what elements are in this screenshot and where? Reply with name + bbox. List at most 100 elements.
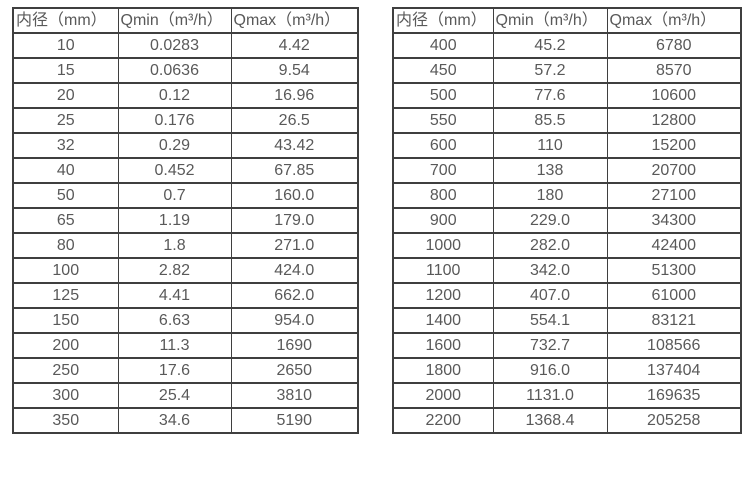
table-cell: 32 [12,132,119,159]
table-cell: 4.42 [230,32,359,59]
table-cell: 6.63 [117,307,232,334]
table-row: 50 0.7 160.0 [12,182,359,209]
table-cell: 67.85 [230,157,359,184]
column-header: 内径（mm） [12,7,119,34]
table-cell: 1600 [392,332,494,359]
table-row: 900 229.0 34300 [392,207,742,234]
table-cell: 916.0 [492,357,608,384]
table-cell: 662.0 [230,282,359,309]
table-row: 10 0.0283 4.42 [12,32,359,59]
table-cell: 300 [12,382,119,409]
table-cell: 25 [12,107,119,134]
table-cell: 250 [12,357,119,384]
table-cell: 500 [392,82,494,109]
table-cell: 0.12 [117,82,232,109]
table-row: 40 0.452 67.85 [12,157,359,184]
table-cell: 138 [492,157,608,184]
table-cell: 15200 [606,132,742,159]
header-row: 内径（mm） Qmin（m³/h） Qmax（m³/h） [12,7,359,34]
table-row: 350 34.6 5190 [12,407,359,434]
table-cell: 800 [392,182,494,209]
table-cell: 407.0 [492,282,608,309]
table-cell: 150 [12,307,119,334]
table-cell: 27100 [606,182,742,209]
table-cell: 732.7 [492,332,608,359]
table-row: 500 77.6 10600 [392,82,742,109]
table-cell: 40 [12,157,119,184]
table-cell: 8570 [606,57,742,84]
table-cell: 85.5 [492,107,608,134]
column-header: Qmin（m³/h） [117,7,232,34]
table-row: 250 17.6 2650 [12,357,359,384]
table-cell: 16.96 [230,82,359,109]
table-row: 700 138 20700 [392,157,742,184]
table-cell: 6780 [606,32,742,59]
table-cell: 11.3 [117,332,232,359]
table-cell: 80 [12,232,119,259]
table-row: 800 180 27100 [392,182,742,209]
table-cell: 554.1 [492,307,608,334]
table-row: 1200 407.0 61000 [392,282,742,309]
table-cell: 1.19 [117,207,232,234]
table-cell: 1200 [392,282,494,309]
flow-table-small-diameters: 内径（mm） Qmin（m³/h） Qmax（m³/h） 10 0.0283 4.42 15… [12,7,359,434]
table-cell: 0.176 [117,107,232,134]
table-cell: 271.0 [230,232,359,259]
table-cell: 2.82 [117,257,232,284]
table-cell: 51300 [606,257,742,284]
column-header: Qmax（m³/h） [606,7,742,34]
table-cell: 42400 [606,232,742,259]
table-cell: 1000 [392,232,494,259]
table-row: 1400 554.1 83121 [392,307,742,334]
table-cell: 5190 [230,407,359,434]
table-cell: 0.0283 [117,32,232,59]
table-cell: 1100 [392,257,494,284]
table-cell: 83121 [606,307,742,334]
table-row: 2000 1131.0 169635 [392,382,742,409]
table-row: 1800 916.0 137404 [392,357,742,384]
table-cell: 900 [392,207,494,234]
table-cell: 160.0 [230,182,359,209]
table-cell: 65 [12,207,119,234]
table-row: 550 85.5 12800 [392,107,742,134]
flow-table-large-diameters: 内径（mm） Qmin（m³/h） Qmax（m³/h） 400 45.2 6780 450… [392,7,742,434]
table-cell: 108566 [606,332,742,359]
table-cell: 954.0 [230,307,359,334]
table-cell: 10600 [606,82,742,109]
table-cell: 9.54 [230,57,359,84]
table-cell: 205258 [606,407,742,434]
table-cell: 1690 [230,332,359,359]
table-cell: 550 [392,107,494,134]
table-row: 100 2.82 424.0 [12,257,359,284]
table-row: 65 1.19 179.0 [12,207,359,234]
table-cell: 20700 [606,157,742,184]
table-row: 600 110 15200 [392,132,742,159]
table-cell: 1800 [392,357,494,384]
table-cell: 1131.0 [492,382,608,409]
table-row: 2200 1368.4 205258 [392,407,742,434]
table-cell: 400 [392,32,494,59]
table-row: 300 25.4 3810 [12,382,359,409]
table-cell: 45.2 [492,32,608,59]
table-cell: 180 [492,182,608,209]
table-cell: 4.41 [117,282,232,309]
table-cell: 34.6 [117,407,232,434]
table-cell: 100 [12,257,119,284]
table-row: 400 45.2 6780 [392,32,742,59]
table-cell: 34300 [606,207,742,234]
table-cell: 2200 [392,407,494,434]
table-cell: 342.0 [492,257,608,284]
table-cell: 600 [392,132,494,159]
table-row: 450 57.2 8570 [392,57,742,84]
table-cell: 57.2 [492,57,608,84]
table-cell: 200 [12,332,119,359]
table-cell: 350 [12,407,119,434]
table-row: 32 0.29 43.42 [12,132,359,159]
table-cell: 15 [12,57,119,84]
table-cell: 0.7 [117,182,232,209]
table-cell: 0.29 [117,132,232,159]
table-row: 25 0.176 26.5 [12,107,359,134]
table-cell: 110 [492,132,608,159]
table-cell: 179.0 [230,207,359,234]
